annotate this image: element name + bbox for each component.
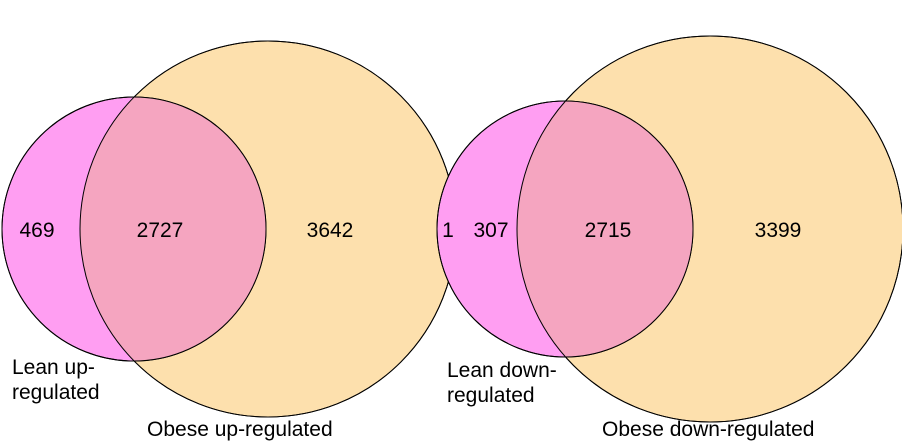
lean-up-label-line1: Lean up- <box>12 356 95 379</box>
lean-up-outline <box>1 96 267 362</box>
obese-up-label: Obese up-regulated <box>147 418 333 441</box>
obese-down-label: Obese down-regulated <box>602 418 815 441</box>
lean-down-label: Lean down- regulated <box>447 358 557 408</box>
down-overlap-count: 2715 <box>585 219 632 242</box>
obese-down-outline <box>516 35 902 423</box>
lean-up-label: Lean up- regulated <box>12 355 100 405</box>
up-overlap-region <box>80 97 266 361</box>
obese-down-only-count: 3399 <box>755 219 802 242</box>
lean-down-outline <box>436 100 694 358</box>
lean-down-label-line1: Lean down- <box>447 359 557 382</box>
lean-up-only-count: 469 <box>19 219 54 242</box>
down-overlap-region <box>517 101 693 357</box>
lean-up-label-line2: regulated <box>12 381 100 404</box>
lean-down-label-line2: regulated <box>447 384 535 407</box>
lean-down-only-count: 307 <box>473 219 508 242</box>
up-overlap-count: 2727 <box>137 219 184 242</box>
obese-up-only-count: 3642 <box>307 219 354 242</box>
obese-shared-count: 1 <box>442 219 454 242</box>
